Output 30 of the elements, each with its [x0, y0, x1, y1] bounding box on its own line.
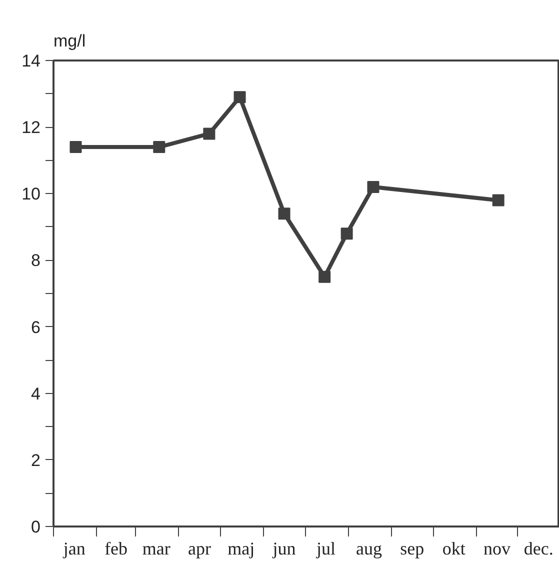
point	[70, 141, 82, 154]
point	[278, 208, 290, 220]
x-tick-label: mar	[142, 538, 170, 558]
x-tick-label: jan	[62, 538, 86, 558]
y-tick-label: 10	[22, 184, 41, 204]
x-tick-label: dec.	[524, 538, 554, 558]
point	[203, 128, 216, 140]
y-tick-label: 8	[31, 251, 41, 270]
y-tick-label: 0	[31, 518, 41, 536]
x-tick-label: maj	[228, 538, 255, 558]
x-tick-label: aug	[356, 538, 382, 558]
y-tick-label: 2	[31, 450, 41, 470]
x-tick-label: okt	[442, 538, 466, 558]
y-tick-label: 12	[22, 118, 41, 138]
y-axis-title: mg/l	[54, 32, 86, 50]
x-tick-label: apr	[188, 538, 211, 558]
point	[318, 270, 331, 283]
point	[367, 180, 380, 193]
y-tick-label: 6	[31, 318, 41, 337]
point	[492, 194, 504, 206]
x-tick-label: sep	[400, 538, 424, 558]
x-tick-label: nov	[483, 538, 510, 558]
x-tick-label: feb	[104, 538, 128, 558]
y-tick-label: 4	[31, 384, 41, 404]
point	[234, 91, 246, 104]
y-tick-label: 14	[22, 52, 41, 70]
x-tick-label: jul	[315, 538, 336, 558]
x-tick-label: jun	[272, 538, 296, 558]
point	[153, 141, 166, 154]
point	[340, 228, 353, 240]
